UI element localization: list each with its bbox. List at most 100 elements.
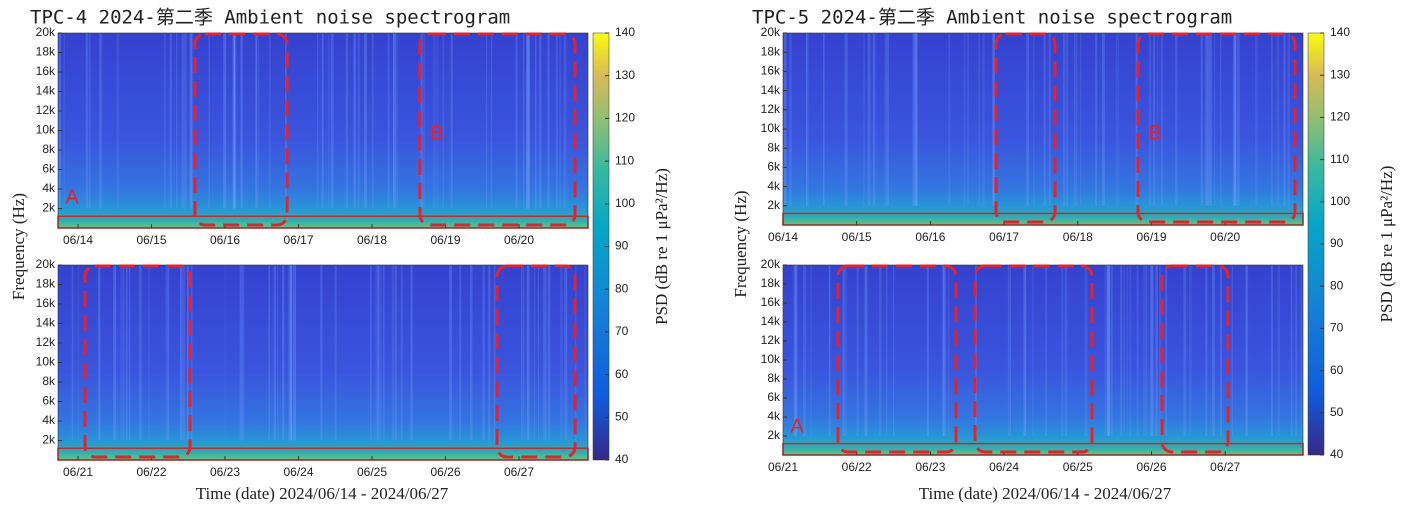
y-tick-label: 2k <box>42 201 56 215</box>
x-tick-label: 06/24 <box>283 465 313 479</box>
x-tick-label: 06/26 <box>1136 460 1166 474</box>
spectrogram-streak <box>165 265 168 441</box>
spectrogram-streak <box>528 33 531 209</box>
colorbar-tick-label: 60 <box>1330 363 1344 377</box>
spectrogram-streak <box>1277 265 1280 436</box>
spectrogram-streak <box>560 265 563 441</box>
spectrogram-streak <box>433 33 436 209</box>
y-tick-label: 20k <box>761 257 781 271</box>
spectrogram-streak <box>186 265 189 441</box>
chart-title: TPC-4 2024-第二季 Ambient noise spectrogram <box>30 7 510 29</box>
spectrogram-streak <box>1115 33 1118 206</box>
y-tick-label: 14k <box>36 84 56 98</box>
y-tick-label: 6k <box>42 394 56 408</box>
y-tick-label: 16k <box>761 295 781 309</box>
colorbar-tick-label: 130 <box>615 68 635 82</box>
spectrogram-streak <box>331 33 334 209</box>
x-tick-label: 06/17 <box>989 230 1019 244</box>
spectrogram-streak <box>1237 33 1241 206</box>
spectrogram-streak <box>488 265 491 441</box>
spectrogram-streak <box>357 33 360 209</box>
spectrogram-streak <box>1276 33 1280 206</box>
spectrogram-streak <box>1033 33 1035 206</box>
y-tick-label: 20k <box>36 25 56 39</box>
spectrogram-streak <box>320 265 323 441</box>
spectrogram-streak <box>1106 265 1110 436</box>
spectrogram-streak <box>539 33 542 209</box>
spectrogram-streak <box>169 33 173 209</box>
spectrogram-streak <box>268 265 271 441</box>
spectrogram-streak <box>125 265 128 441</box>
spectrogram-streak <box>1300 265 1303 436</box>
spectrogram-streak <box>113 265 117 441</box>
colorbar-tick-label: 60 <box>615 367 629 381</box>
spectrogram-streak <box>1233 33 1237 206</box>
spectrogram-streak <box>232 33 236 209</box>
spectrogram-streak <box>330 33 333 209</box>
spectrogram-streak <box>846 33 848 206</box>
spectrogram-streak <box>115 265 117 441</box>
spectrogram-streak <box>1023 265 1027 436</box>
spectrogram-streak <box>878 265 882 436</box>
spectrogram-streak <box>128 265 131 441</box>
spectrogram-streak <box>803 265 807 436</box>
spectrogram-streak <box>523 265 525 441</box>
y-tick-label: 12k <box>36 103 56 117</box>
colorbar-tick-label: 100 <box>1330 194 1350 208</box>
colorbar-tick-label: 110 <box>615 153 634 167</box>
spectrogram-streak <box>1231 265 1234 436</box>
spectrogram-streak <box>967 33 969 206</box>
spectrogram-streak <box>85 33 89 209</box>
spectrogram-streak <box>239 265 243 441</box>
spectrogram-streak <box>288 265 290 441</box>
spectrogram-streak <box>233 33 236 209</box>
spectrogram-streak <box>828 265 831 436</box>
spectrogram-streak <box>208 33 211 209</box>
spectrogram-streak <box>410 265 413 441</box>
spectrogram-streak <box>1150 265 1154 436</box>
spectrogram-streak <box>1045 265 1048 436</box>
spectrogram-streak <box>1245 265 1249 436</box>
spectrogram-streak <box>240 33 243 209</box>
spectrogram-streak <box>1048 33 1052 206</box>
spectrogram-streak <box>845 265 847 436</box>
y-tick-label: 12k <box>36 335 56 349</box>
spectrogram-streak <box>1157 33 1159 206</box>
spectrogram-streak <box>391 265 395 441</box>
spectrogram-streak <box>99 33 103 209</box>
spectrogram-streak <box>97 265 101 441</box>
y-tick-label: 18k <box>36 277 56 291</box>
spectrogram-streak <box>353 33 356 209</box>
spectrogram-streak <box>543 265 547 441</box>
spectrogram-streak <box>1095 33 1098 206</box>
highlight-box <box>495 264 577 459</box>
spectrogram-streak <box>926 265 929 436</box>
x-tick-label: 06/23 <box>210 465 240 479</box>
spectrogram-streak <box>400 265 403 441</box>
spectrogram-streak <box>886 33 890 206</box>
y-tick-label: 4k <box>42 181 56 195</box>
spectrogram-streak <box>1209 33 1212 206</box>
spectrogram-streak <box>1233 33 1236 206</box>
spectrogram-streak <box>515 33 518 209</box>
colorbar-tick-label: 40 <box>615 452 629 466</box>
spectrogram-streak <box>63 33 66 209</box>
y-tick-label: 4k <box>767 409 781 423</box>
y-tick-label: 2k <box>767 428 781 442</box>
spectrogram-streak <box>1205 33 1208 206</box>
spectrogram-streak <box>122 265 125 441</box>
spectrogram-streak <box>1107 265 1111 436</box>
x-tick-label: 06/19 <box>430 233 460 247</box>
highlight-box <box>1160 264 1230 454</box>
spectrogram-streak <box>978 33 980 206</box>
spectrogram-streak <box>1159 265 1162 436</box>
spectrogram-streak <box>1245 265 1247 436</box>
y-tick-label: 14k <box>36 316 56 330</box>
colorbar-tick-label: 120 <box>615 111 635 125</box>
spectrogram-streak <box>1270 33 1274 206</box>
spectrogram-streak <box>1200 33 1202 206</box>
spectrogram-streak <box>1175 33 1178 206</box>
spectrogram-streak <box>176 33 178 209</box>
spectrogram-streak <box>273 265 277 441</box>
spectrogram-streak <box>823 33 825 206</box>
